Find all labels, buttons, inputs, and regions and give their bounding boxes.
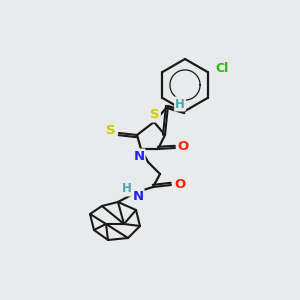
Text: S: S [106, 124, 116, 137]
Text: O: O [174, 178, 186, 190]
Text: S: S [150, 109, 160, 122]
Text: H: H [175, 98, 185, 110]
Text: N: N [132, 190, 144, 202]
Text: H: H [122, 182, 132, 196]
Text: Cl: Cl [215, 61, 228, 74]
Text: N: N [134, 149, 145, 163]
Text: O: O [177, 140, 189, 154]
